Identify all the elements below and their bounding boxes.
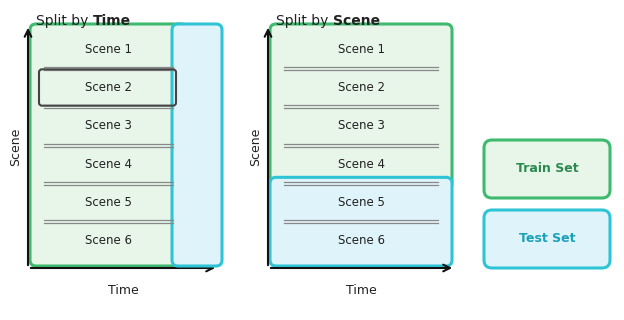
FancyBboxPatch shape: [270, 177, 452, 266]
Text: Scene: Scene: [9, 127, 22, 166]
Text: Scene: Scene: [250, 127, 263, 166]
Text: Scene 6: Scene 6: [338, 234, 384, 247]
Text: Scene 1: Scene 1: [338, 43, 384, 56]
Text: Scene 3: Scene 3: [85, 119, 132, 132]
Text: Scene 4: Scene 4: [85, 158, 132, 171]
Text: Train Set: Train Set: [515, 163, 578, 175]
Text: Split by: Split by: [36, 14, 93, 28]
FancyBboxPatch shape: [172, 24, 222, 266]
Text: Scene: Scene: [333, 14, 380, 28]
Text: Scene 4: Scene 4: [338, 158, 384, 171]
FancyBboxPatch shape: [484, 140, 610, 198]
FancyBboxPatch shape: [30, 24, 187, 266]
FancyBboxPatch shape: [270, 24, 452, 189]
Text: Scene 5: Scene 5: [85, 196, 132, 209]
Text: Test Set: Test Set: [519, 233, 575, 245]
Text: Scene 3: Scene 3: [338, 119, 384, 132]
Text: Time: Time: [107, 284, 139, 297]
Text: Time: Time: [346, 284, 377, 297]
Text: Scene 6: Scene 6: [85, 234, 132, 247]
Text: Scene 5: Scene 5: [338, 196, 384, 209]
Text: Time: Time: [93, 14, 131, 28]
Text: Scene 2: Scene 2: [338, 81, 384, 94]
Text: Scene 1: Scene 1: [85, 43, 132, 56]
FancyBboxPatch shape: [484, 210, 610, 268]
Text: Split by: Split by: [276, 14, 333, 28]
Text: Scene 2: Scene 2: [85, 81, 132, 94]
